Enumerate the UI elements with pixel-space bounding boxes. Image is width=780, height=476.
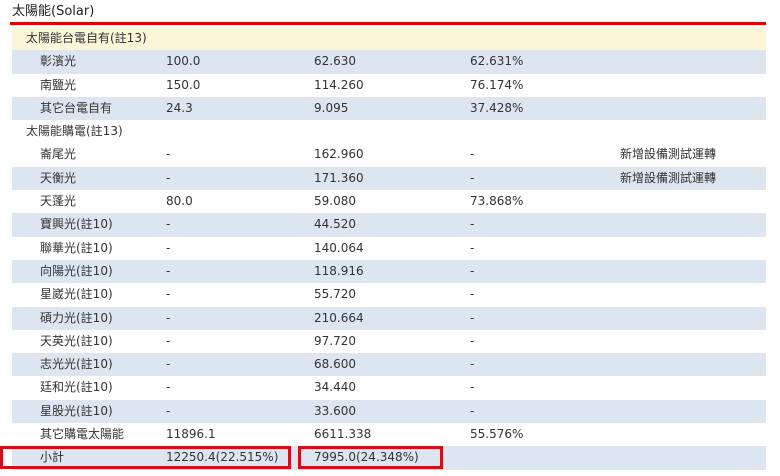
capacity-factor-value: -	[470, 147, 475, 162]
generation-value: 162.960	[314, 147, 364, 162]
unit-name: 天英光(註10)	[40, 333, 113, 348]
generation-value: 62.630	[314, 54, 356, 69]
table-row: 南鹽光 150.0 114.260 76.174%	[12, 74, 766, 97]
generation-value: 118.916	[314, 263, 364, 278]
capacity-factor-value: 62.631%	[470, 54, 524, 69]
unit-name: 星股光(註10)	[40, 403, 113, 418]
capacity-value: -	[166, 217, 171, 232]
capacity-factor-value: -	[470, 380, 475, 395]
unit-name: 崙尾光	[40, 147, 77, 162]
capacity-factor-value: 76.174%	[470, 77, 524, 92]
unit-name: 天蓬光	[40, 194, 77, 209]
capacity-value: -	[166, 310, 171, 325]
capacity-factor-value: -	[470, 217, 475, 232]
generation-value: 171.360	[314, 170, 364, 185]
table-row: 聯華光(註10) - 140.064 -	[12, 237, 766, 260]
unit-name: 聯華光(註10)	[40, 240, 113, 255]
generation-value: 7995.0(24.348%)	[314, 450, 419, 465]
capacity-value: -	[166, 287, 171, 302]
capacity-factor-value: -	[470, 263, 475, 278]
note-text: 新增設備測試運轉	[620, 147, 717, 162]
generation-value: 114.260	[314, 77, 364, 92]
generation-value: 33.600	[314, 403, 356, 418]
capacity-value: -	[166, 263, 171, 278]
generation-value: 68.600	[314, 357, 356, 372]
generation-value: 97.720	[314, 333, 356, 348]
capacity-factor-value: -	[470, 357, 475, 372]
table-row: 天蓬光 80.0 59.080 73.868%	[12, 190, 766, 213]
capacity-value: 24.3	[166, 100, 193, 115]
section-header-row: 太陽能台電自有(註13)	[12, 27, 766, 51]
table-row: 其它台電自有 24.3 9.095 37.428%	[12, 96, 766, 121]
generation-value: 44.520	[314, 217, 356, 232]
unit-name: 南鹽光	[40, 77, 77, 92]
table-row: 碩力光(註10) - 210.664 -	[12, 306, 766, 330]
unit-name: 向陽光(註10)	[40, 263, 113, 278]
unit-name: 廷和光(註10)	[40, 380, 113, 395]
unit-name: 碩力光(註10)	[40, 310, 113, 325]
unit-name: 天衡光	[40, 170, 77, 185]
note-text: 新增設備測試運轉	[620, 170, 717, 185]
title-divider	[10, 22, 766, 25]
capacity-value: -	[166, 333, 171, 348]
unit-name: 彰濱光	[40, 54, 77, 69]
solar-table: 太陽能台電自有(註13) 彰濱光 100.0 62.630 62.631% 南鹽光 150.…	[0, 27, 766, 470]
unit-name: 其它購電太陽能	[40, 427, 125, 442]
table-row: 天衡光 - 171.360 - 新增設備測試運轉	[12, 166, 766, 191]
capacity-value: 100.0	[166, 54, 201, 69]
unit-name: 寶興光(註10)	[40, 217, 113, 232]
capacity-value: 80.0	[166, 194, 193, 209]
capacity-value: 12250.4(22.515%)	[166, 450, 279, 465]
generation-value: 59.080	[314, 194, 356, 209]
table-row: 廷和光(註10) - 34.440 -	[12, 376, 766, 399]
generation-value: 55.720	[314, 287, 356, 302]
table-row: 星股光(註10) - 33.600 -	[12, 399, 766, 424]
capacity-factor-value: -	[470, 310, 475, 325]
generation-value: 6611.338	[314, 427, 372, 442]
unit-name: 志光光(註10)	[40, 357, 113, 372]
capacity-factor-value: 37.428%	[470, 100, 524, 115]
capacity-value: -	[166, 147, 171, 162]
capacity-value: 11896.1	[166, 427, 216, 442]
capacity-value: -	[166, 380, 171, 395]
capacity-factor-value: -	[470, 240, 475, 255]
capacity-factor-value: -	[470, 287, 475, 302]
highlight-box-subtotal-capacity	[0, 446, 291, 470]
capacity-factor-value: 73.868%	[470, 194, 524, 209]
capacity-value: -	[166, 403, 171, 418]
unit-name: 星崴光(註10)	[40, 287, 113, 302]
generation-value: 140.064	[314, 240, 364, 255]
capacity-factor-value: -	[470, 170, 475, 185]
table-row: 小計 12250.4(22.515%) 7995.0(24.348%)	[0, 446, 766, 470]
unit-name: 小計	[40, 450, 65, 465]
highlight-box-subtotal-generation	[298, 446, 443, 470]
table-row: 彰濱光 100.0 62.630 62.631%	[12, 50, 766, 74]
section-title: 太陽能(Solar)	[12, 4, 95, 19]
table-row: 天英光(註10) - 97.720 -	[12, 330, 766, 353]
generation-value: 9.095	[314, 100, 349, 115]
capacity-factor-value: -	[470, 403, 475, 418]
table-row: 星崴光(註10) - 55.720 -	[12, 283, 766, 306]
capacity-value: -	[166, 170, 171, 185]
section-header-label: 太陽能購電(註13)	[26, 124, 123, 139]
generation-value: 210.664	[314, 310, 364, 325]
table-row: 崙尾光 - 162.960 - 新增設備測試運轉	[12, 143, 766, 166]
table-row: 寶興光(註10) - 44.520 -	[12, 213, 766, 237]
table-row: 向陽光(註10) - 118.916 -	[12, 259, 766, 284]
table-row: 志光光(註10) - 68.600 -	[12, 353, 766, 377]
capacity-factor-value: 55.576%	[470, 427, 524, 442]
capacity-value: -	[166, 357, 171, 372]
unit-name: 其它台電自有	[40, 100, 113, 115]
capacity-value: 150.0	[166, 77, 201, 92]
capacity-factor-value: -	[470, 333, 475, 348]
section-header-label: 太陽能台電自有(註13)	[26, 31, 147, 45]
generation-value: 34.440	[314, 380, 356, 395]
capacity-value: -	[166, 240, 171, 255]
section-header-row: 太陽能購電(註13)	[12, 120, 766, 144]
table-row: 其它購電太陽能 11896.1 6611.338 55.576%	[12, 423, 766, 446]
